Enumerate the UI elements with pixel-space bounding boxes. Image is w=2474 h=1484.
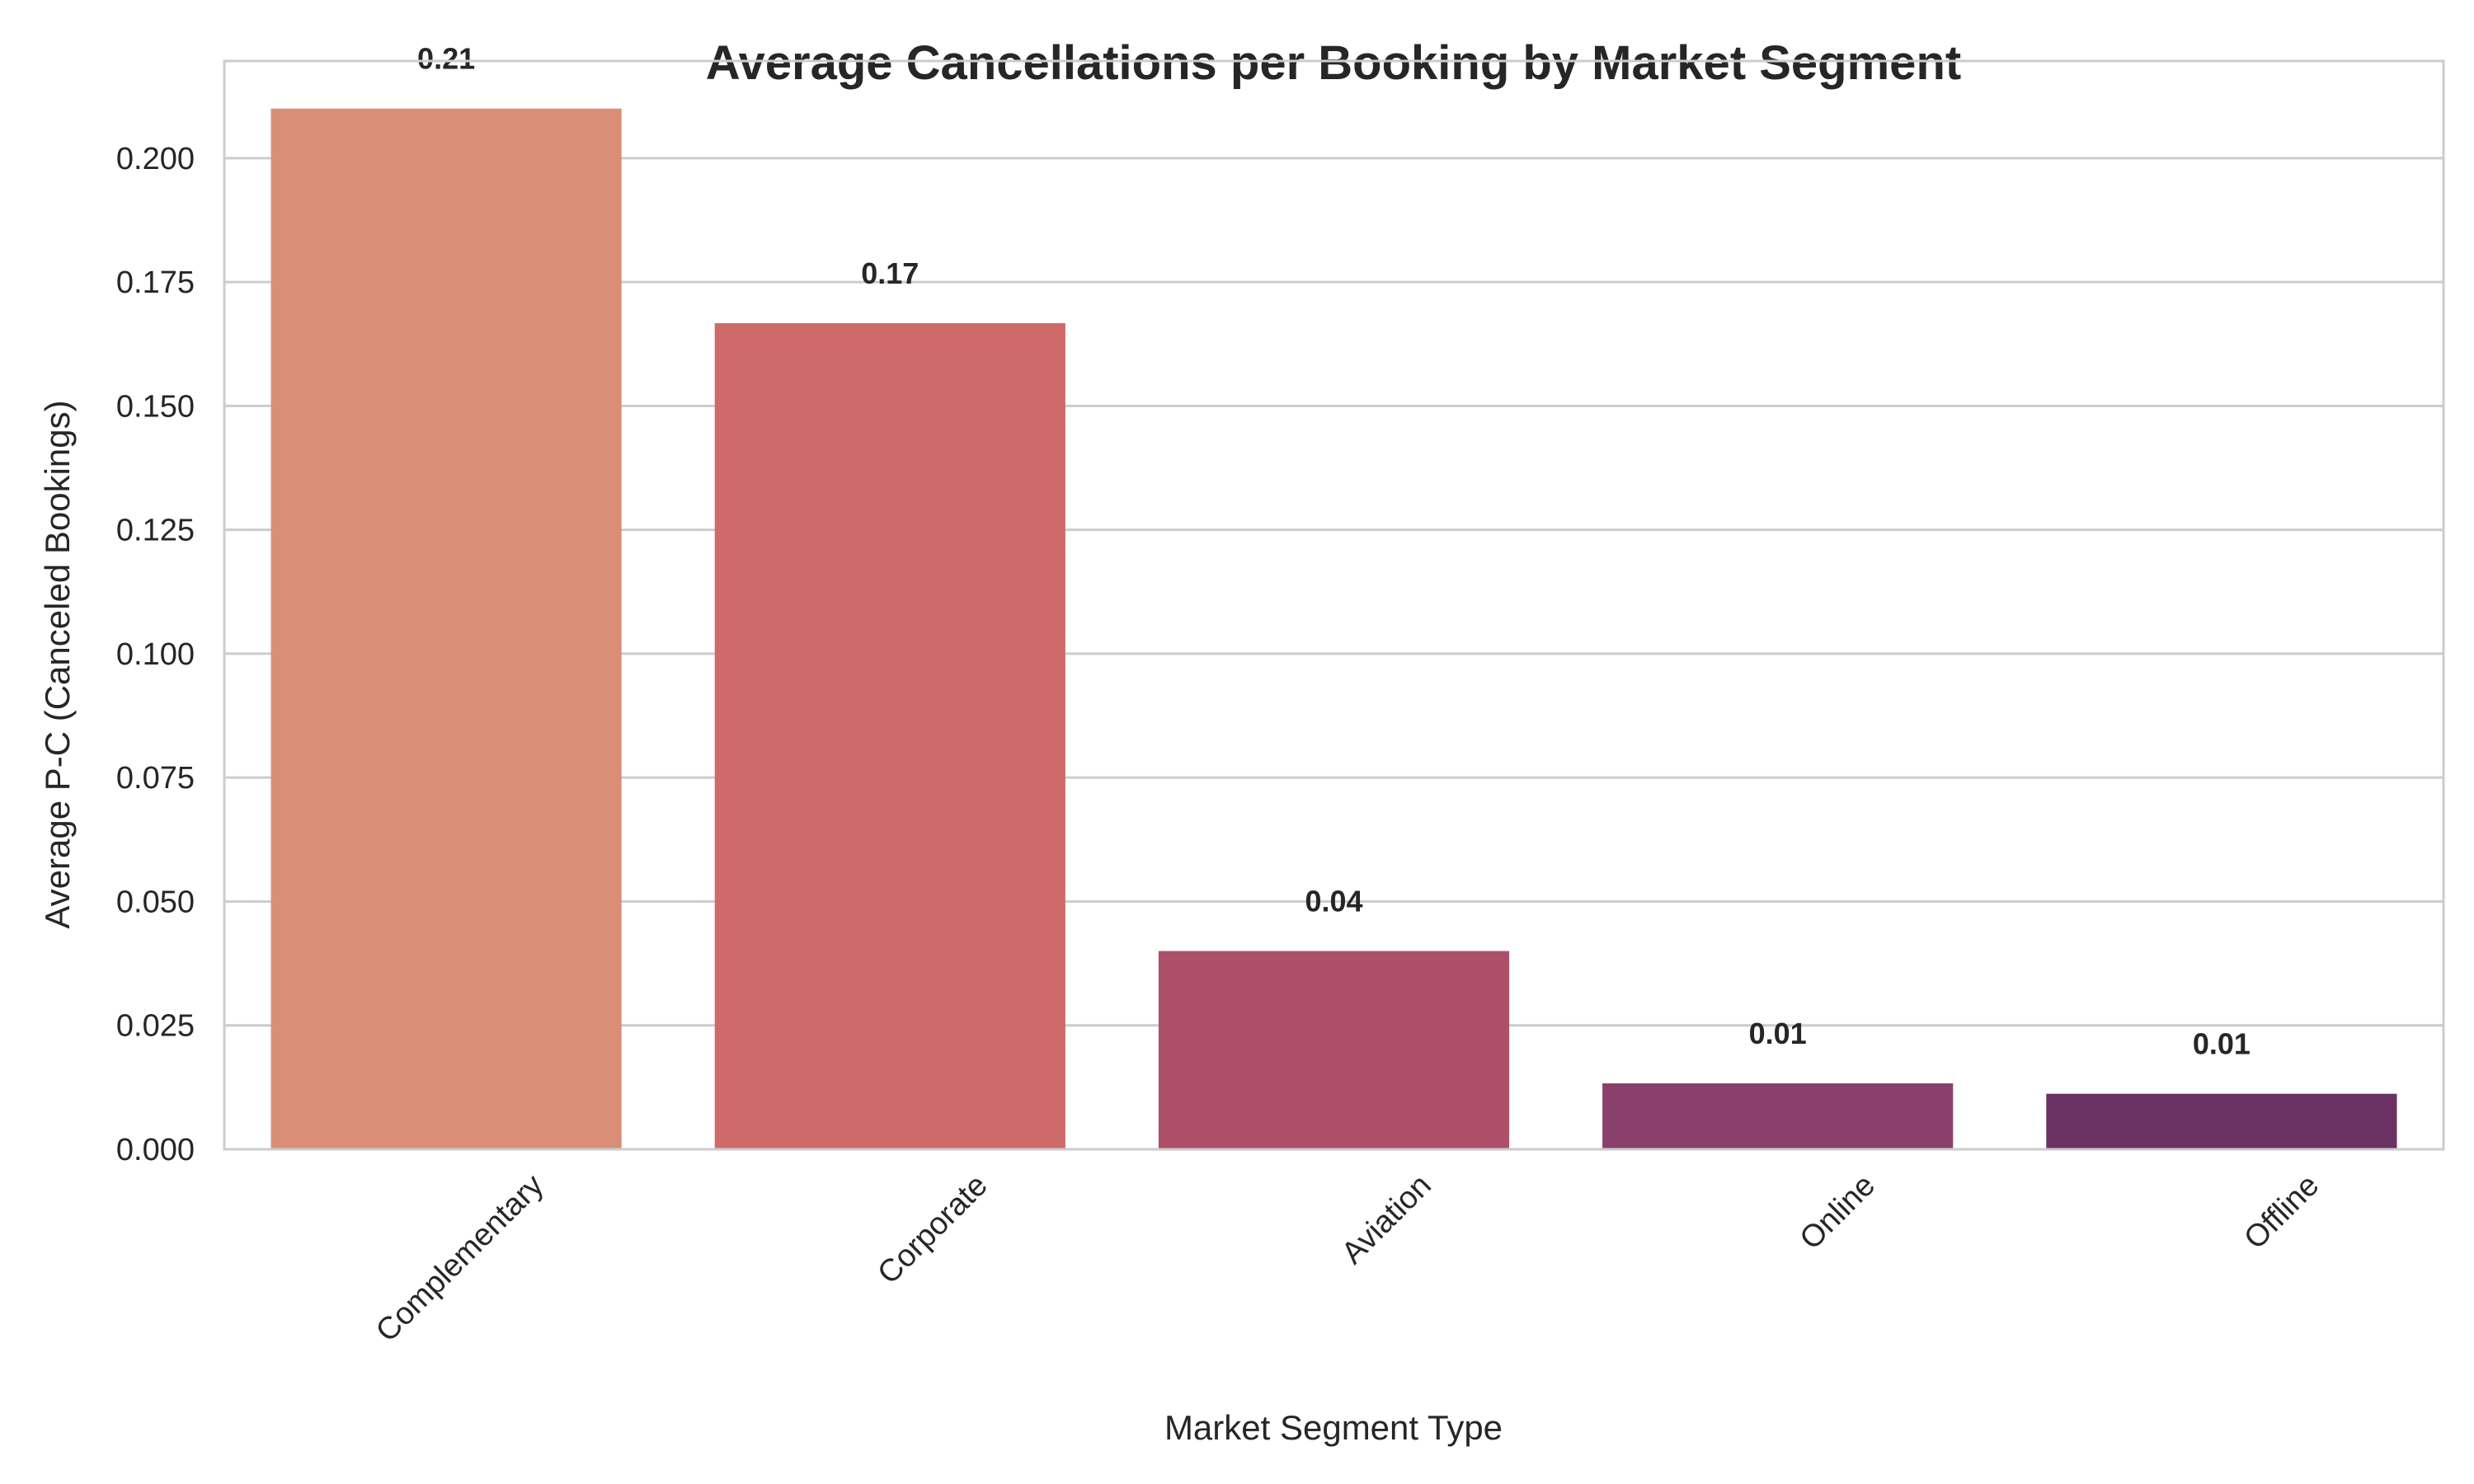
x-tick-label: Aviation — [1335, 1168, 1438, 1271]
y-tick-label: 0.050 — [116, 885, 195, 919]
labels-layer: 0.21 0.17 0.04 0.01 0.01 — [417, 42, 2251, 1061]
plot-frame — [223, 59, 2445, 1151]
x-tick-label: Offline — [2237, 1168, 2326, 1256]
y-tick-label: 0.100 — [116, 637, 195, 672]
bar-value-label: 0.17 — [861, 256, 919, 290]
bar-online — [1602, 1083, 1954, 1149]
y-tick-label: 0.025 — [116, 1009, 195, 1044]
y-axis-title: Average P-C (Canceled Bookings) — [38, 400, 77, 928]
bar-value-label: 0.04 — [1305, 885, 1362, 918]
y-tick-label: 0.175 — [116, 265, 195, 300]
y-tick-label: 0.150 — [116, 389, 195, 424]
bar-value-label: 0.21 — [417, 42, 475, 76]
chart-title: Average Cancellations per Booking by Mar… — [706, 36, 1961, 90]
bar-complementary — [270, 108, 622, 1149]
y-tick-label: 0.075 — [116, 761, 195, 796]
bar-aviation — [1158, 951, 1510, 1149]
x-tick-label: Corporate — [871, 1168, 994, 1291]
y-tick-label: 0.200 — [116, 142, 195, 176]
bar-offline — [2046, 1093, 2397, 1149]
bar-value-label: 0.01 — [1749, 1017, 1807, 1050]
x-tick-label: Complementary — [369, 1168, 550, 1349]
bar-corporate — [714, 322, 1065, 1149]
x-axis-title: Market Segment Type — [1164, 1408, 1503, 1447]
bars-layer — [270, 108, 2397, 1149]
bar-value-label: 0.01 — [2193, 1027, 2251, 1061]
y-tick-label: 0.000 — [116, 1133, 195, 1167]
y-tick-label: 0.125 — [116, 514, 195, 548]
x-tick-label: Online — [1794, 1168, 1882, 1256]
